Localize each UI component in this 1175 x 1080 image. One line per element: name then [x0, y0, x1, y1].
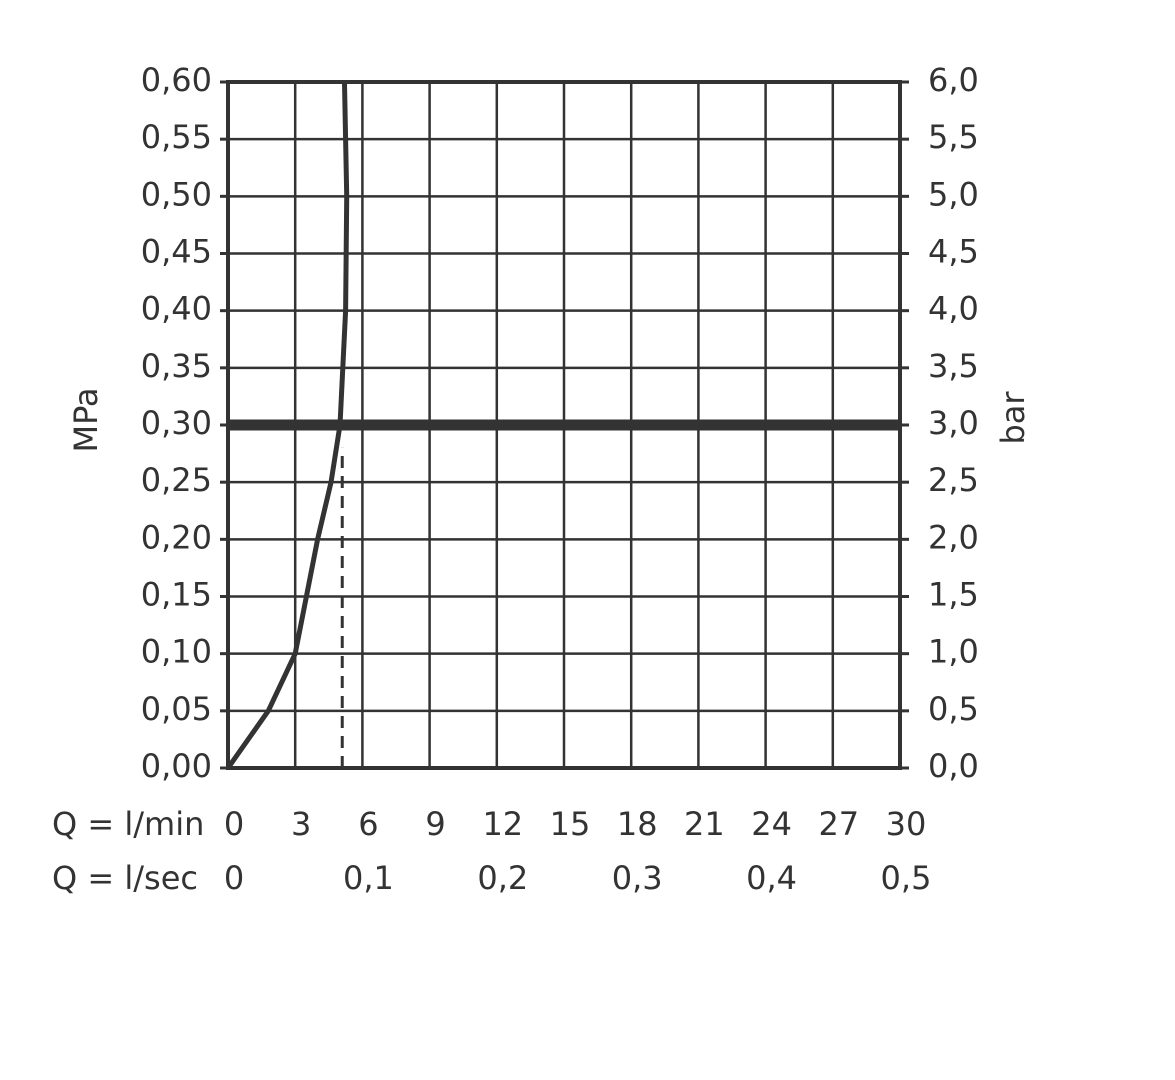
y-tick-label: 0,55	[141, 118, 212, 156]
y-tick-label: 0,50	[141, 175, 212, 213]
y2-tick-label: 0,5	[928, 690, 979, 728]
y2-tick-label: 1,0	[928, 633, 979, 671]
y-tick-label: 0,60	[141, 61, 212, 99]
y-tick-label: 0,05	[141, 690, 212, 728]
y-tick-label: 0,10	[141, 633, 212, 671]
x-tick-label: 0	[224, 805, 244, 843]
x-tick-label: 3	[291, 805, 311, 843]
x-tick-label: 18	[617, 805, 658, 843]
x2-tick-label: 0,4	[746, 859, 797, 897]
y2-tick-label: 4,5	[928, 233, 979, 271]
y-tick-label: 0,25	[141, 461, 212, 499]
y2-tick-label: 5,0	[928, 175, 979, 213]
x-tick-label: 24	[751, 805, 792, 843]
y2-tick-label: 4,0	[928, 290, 979, 328]
y2-axis-label: bar	[994, 391, 1032, 445]
y-axis-label: MPa	[67, 387, 105, 452]
x2-axis-label: Q = l/sec	[52, 859, 198, 897]
y-tick-label: 0,45	[141, 233, 212, 271]
y2-tick-label: 3,0	[928, 404, 979, 442]
x2-tick-label: 0,3	[612, 859, 663, 897]
x-tick-label: 12	[482, 805, 523, 843]
flow-curve	[225, 81, 350, 770]
x2-tick-label: 0,1	[343, 859, 394, 897]
x-tick-label: 15	[550, 805, 591, 843]
y-tick-label: 0,35	[141, 347, 212, 385]
y2-tick-label: 2,5	[928, 461, 979, 499]
x-tick-label: 27	[818, 805, 859, 843]
x2-tick-label: 0,5	[881, 859, 932, 897]
x-tick-label: 6	[358, 805, 378, 843]
x-tick-label: 21	[684, 805, 725, 843]
x-tick-label: 9	[425, 805, 445, 843]
x-axis-label: Q = l/min	[52, 805, 204, 843]
y-tick-label: 0,00	[141, 747, 212, 785]
y2-tick-label: 0,0	[928, 747, 979, 785]
y2-tick-label: 3,5	[928, 347, 979, 385]
y2-tick-label: 6,0	[928, 61, 979, 99]
y2-tick-label: 2,0	[928, 518, 979, 556]
y-tick-label: 0,40	[141, 290, 212, 328]
x-tick-label: 30	[886, 805, 927, 843]
x2-tick-label: 0	[224, 859, 244, 897]
y2-tick-label: 1,5	[928, 576, 979, 614]
y-tick-label: 0,20	[141, 518, 212, 556]
y-tick-label: 0,15	[141, 576, 212, 614]
x2-tick-label: 0,2	[477, 859, 528, 897]
y-tick-label: 0,30	[141, 404, 212, 442]
y2-tick-label: 5,5	[928, 118, 979, 156]
